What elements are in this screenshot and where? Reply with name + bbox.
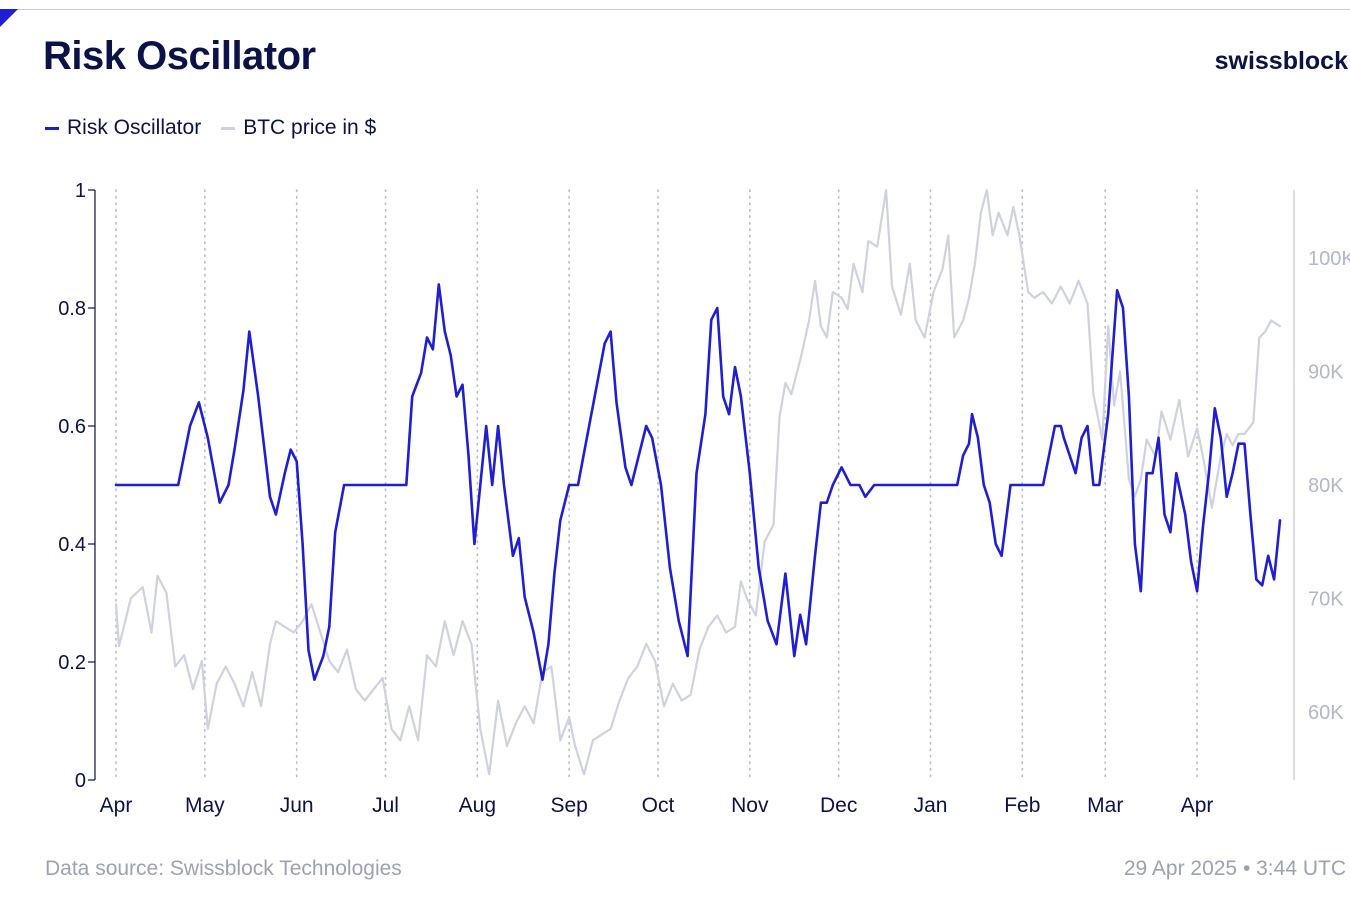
corner-accent bbox=[0, 9, 18, 27]
timestamp: 29 Apr 2025 • 3:44 UTC bbox=[1123, 857, 1346, 880]
right-tick-label: 70K bbox=[1308, 588, 1344, 610]
x-tick-label: Jun bbox=[280, 794, 314, 817]
left-tick-label: 0.8 bbox=[58, 298, 86, 320]
left-tick-label: 1 bbox=[75, 180, 86, 202]
x-tick-label: Dec bbox=[820, 794, 857, 817]
brand-logo: swissblock bbox=[1214, 47, 1348, 75]
legend-label-btc-price: BTC price in $ bbox=[243, 116, 377, 139]
x-tick-label: Apr bbox=[100, 794, 133, 817]
top-rule bbox=[0, 9, 1350, 10]
x-tick-label: Nov bbox=[731, 794, 769, 817]
series-line-risk-oscillator bbox=[114, 283, 1282, 682]
legend-swatch-btc-price bbox=[221, 126, 236, 130]
legend-item-risk-oscillator[interactable]: Risk Oscillator bbox=[45, 116, 201, 140]
right-tick-label: 90K bbox=[1308, 362, 1344, 384]
x-tick-label: May bbox=[185, 794, 225, 817]
legend-item-btc-price[interactable]: BTC price in $ bbox=[221, 116, 376, 140]
page-title: Risk Oscillator bbox=[43, 34, 316, 78]
left-tick-label: 0.6 bbox=[58, 416, 86, 438]
chart-legend: Risk Oscillator BTC price in $ bbox=[45, 116, 396, 140]
x-tick-label: Apr bbox=[1181, 794, 1214, 817]
right-tick-label: 100K bbox=[1308, 248, 1350, 270]
legend-swatch-risk-oscillator bbox=[45, 126, 59, 130]
legend-label-risk-oscillator: Risk Oscillator bbox=[67, 116, 202, 139]
left-tick-label: 0.4 bbox=[58, 534, 86, 556]
x-tick-label: Aug bbox=[459, 794, 496, 817]
data-source-note: Data source: Swissblock Technologies bbox=[45, 857, 402, 880]
right-tick-label: 60K bbox=[1308, 702, 1344, 724]
series-line-btc-price bbox=[114, 188, 1282, 776]
x-tick-label: Jul bbox=[372, 794, 399, 817]
x-tick-label: Jan bbox=[914, 794, 948, 817]
right-tick-label: 80K bbox=[1308, 475, 1344, 497]
x-tick-label: Oct bbox=[642, 794, 675, 817]
left-tick-label: 0 bbox=[75, 770, 86, 792]
x-tick-label: Feb bbox=[1004, 794, 1040, 817]
x-tick-label: Sep bbox=[550, 794, 587, 817]
left-tick-label: 0.2 bbox=[58, 652, 86, 674]
x-tick-label: Mar bbox=[1087, 794, 1123, 817]
